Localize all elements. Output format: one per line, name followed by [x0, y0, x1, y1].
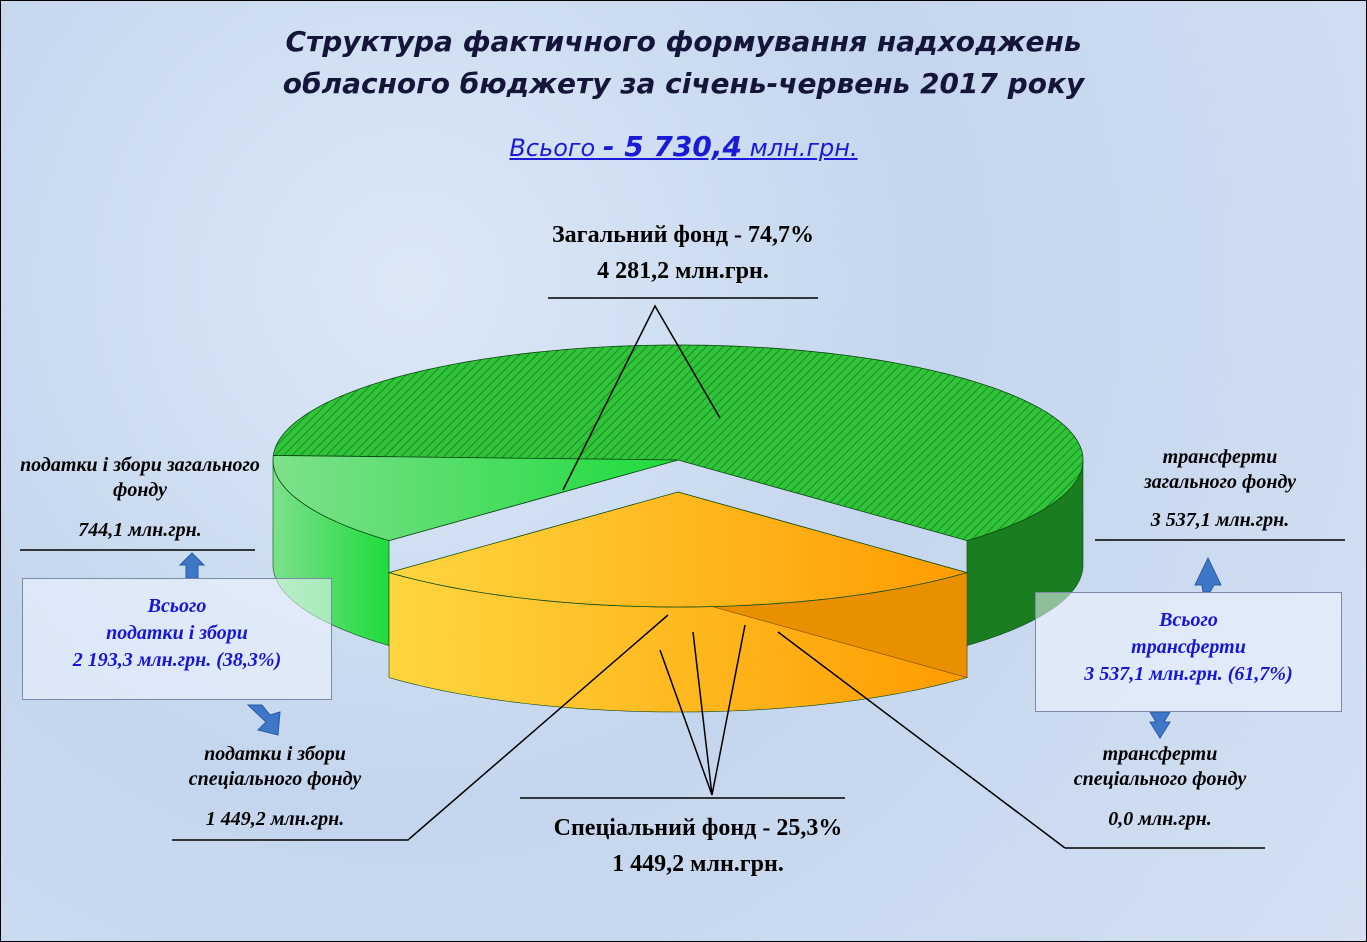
total-value: - 5 730,4 — [602, 130, 742, 163]
box-name: податки і збори — [106, 622, 248, 644]
title-line: Структура фактичного формування надходже… — [285, 25, 1082, 58]
leader-lines — [20, 297, 1345, 849]
total: Всього - 5 730,4 млн.грн. — [0, 130, 1367, 163]
title-line: обласного бюджету за січень-червень 2017… — [282, 67, 1085, 100]
category-label: трансферти загального фонду — [1143, 446, 1297, 493]
pie-slice — [387, 491, 969, 713]
category-label: податки і збори загального фонду — [20, 454, 260, 501]
category-label: податки і збори спеціального фонду — [188, 743, 362, 790]
category-label: трансферти спеціального фонду — [1073, 743, 1247, 790]
pie — [272, 344, 1084, 713]
arrows — [178, 552, 1222, 739]
fund-value: 4 281,2 млн.грн. — [597, 258, 769, 284]
value-label: 1 449,2 млн.грн. — [205, 808, 345, 830]
box-value: 3 537,1 млн.грн. (61,7%) — [1084, 663, 1293, 685]
summary-box: Всього податки і збори 2 193,3 млн.грн. … — [22, 578, 332, 700]
summary-box: Всього трансферти 3 537,1 млн.грн. (61,7… — [1035, 592, 1342, 712]
value-label: 744,1 млн.грн. — [78, 519, 202, 541]
total-text: Всього — [509, 134, 596, 162]
box-title: Всього — [147, 595, 207, 617]
box-value: 2 193,3 млн.грн. (38,3%) — [72, 649, 282, 671]
value-label: 0,0 млн.грн. — [1108, 808, 1212, 830]
value-label: 3 537,1 млн.грн. — [1150, 509, 1290, 531]
box-name: трансферти — [1131, 636, 1246, 658]
total-unit: млн.грн. — [749, 134, 858, 162]
slice-top — [272, 455, 679, 541]
box-title: Всього — [1159, 609, 1218, 631]
slice-top — [387, 491, 969, 608]
fund-value: 1 449,2 млн.грн. — [612, 851, 784, 877]
slice-top — [272, 344, 1084, 541]
fund-label: Загальний фонд - 74,7% — [552, 222, 814, 248]
fund-label: Спеціальний фонд - 25,3% — [553, 815, 843, 841]
